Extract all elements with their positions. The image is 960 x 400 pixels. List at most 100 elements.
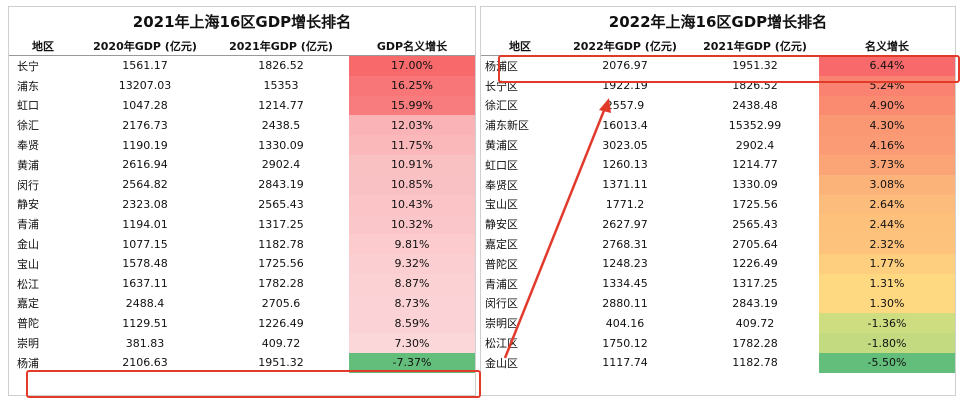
- gdp-cur-cell: 1182.78: [732, 356, 778, 370]
- header-gdp-2021: 2021年GDP (亿元): [213, 37, 349, 56]
- gdp-prev-cell: 1117.74: [602, 356, 648, 370]
- table-row: 嘉定区 2768.31 2705.64 2.32%: [481, 234, 955, 254]
- table-row: 宝山区 1771.2 1725.56 2.64%: [481, 194, 955, 215]
- gdp-cur-cell: 2565.43: [732, 217, 778, 231]
- left-title: 2021年上海16区GDP增长排名: [132, 13, 352, 31]
- gdp-prev-cell: 1260.13: [602, 158, 648, 172]
- gdp-cur-cell: 1214.77: [258, 98, 304, 112]
- gdp-prev-cell: 1047.28: [122, 98, 168, 112]
- gdp-cur-cell: 2902.4: [261, 158, 301, 172]
- gdp-cur-cell: 1725.56: [732, 197, 778, 211]
- right-table: 地区 2022年GDP (亿元) 2021年GDP (亿元) 名义增长 杨浦区 2…: [481, 37, 955, 373]
- gdp-cur-cell: 1317.25: [258, 217, 304, 231]
- growth-cell: 1.77%: [819, 253, 955, 274]
- gdp-cur-cell: 15353: [263, 79, 299, 93]
- growth-cell: 10.43%: [349, 194, 475, 215]
- growth-cell: 17.00%: [349, 55, 475, 76]
- gdp-prev-cell: 16013.4: [602, 118, 648, 132]
- table-row: 长宁区 1922.19 1826.52 5.24%: [481, 75, 955, 96]
- growth-cell: 9.81%: [349, 234, 475, 254]
- gdp-prev-cell: 1194.01: [122, 217, 168, 231]
- table-row: 静安区 2627.97 2565.43 2.44%: [481, 214, 955, 235]
- district-cell: 闵行区: [485, 297, 518, 311]
- growth-cell: 9.32%: [349, 253, 475, 274]
- table-row: 金山区 1117.74 1182.78 -5.50%: [481, 352, 955, 373]
- district-cell: 崇明区: [485, 317, 518, 331]
- gdp-prev-cell: 1561.17: [122, 59, 168, 73]
- district-cell: 普陀区: [485, 257, 518, 271]
- gdp-prev-cell: 2627.97: [602, 217, 648, 231]
- district-cell: 松江区: [485, 337, 518, 351]
- header-district: 地区: [481, 37, 559, 56]
- header-growth: 名义增长: [819, 37, 955, 56]
- gdp-cur-cell: 2438.48: [732, 98, 778, 112]
- table-row: 虹口区 1260.13 1214.77 3.73%: [481, 154, 955, 175]
- right-title: 2022年上海16区GDP增长排名: [608, 13, 828, 31]
- gdp-prev-cell: 3023.05: [602, 138, 648, 152]
- table-row: 青浦区 1334.45 1317.25 1.31%: [481, 273, 955, 294]
- district-cell: 徐汇: [17, 119, 39, 133]
- gdp-cur-cell: 1226.49: [732, 257, 778, 271]
- gdp-prev-cell: 1750.12: [602, 336, 648, 350]
- gdp-prev-cell: 2076.97: [602, 59, 648, 73]
- growth-cell: 4.30%: [819, 115, 955, 136]
- district-cell: 普陀: [17, 317, 39, 331]
- gdp-cur-cell: 2438.5: [261, 118, 301, 132]
- table-row: 浦东 13207.03 15353 16.25%: [9, 75, 475, 96]
- gdp-prev-cell: 2880.11: [602, 296, 648, 310]
- gdp-prev-cell: 1334.45: [602, 277, 648, 291]
- table-row: 静安 2323.08 2565.43 10.43%: [9, 194, 475, 215]
- district-cell: 金山区: [485, 356, 518, 370]
- district-cell: 金山: [17, 238, 39, 252]
- left-table: 地区 2020年GDP (亿元) 2021年GDP (亿元) GDP名义增长 长…: [9, 37, 475, 373]
- district-cell: 徐汇区: [485, 99, 518, 113]
- gdp-cur-cell: 1826.52: [732, 79, 778, 93]
- district-cell: 宝山区: [485, 198, 518, 212]
- right-header-row: 地区 2022年GDP (亿元) 2021年GDP (亿元) 名义增长: [481, 37, 955, 56]
- district-cell: 青浦区: [485, 277, 518, 291]
- district-cell: 黄浦区: [485, 139, 518, 153]
- left-header-row: 地区 2020年GDP (亿元) 2021年GDP (亿元) GDP名义增长: [9, 37, 475, 56]
- table-row: 松江 1637.11 1782.28 8.87%: [9, 273, 475, 294]
- district-cell: 虹口: [17, 99, 39, 113]
- right-table-body: 杨浦区 2076.97 1951.32 6.44% 长宁区 1922.19 1826.52 5…: [481, 55, 955, 373]
- gdp-prev-cell: 1578.48: [122, 257, 168, 271]
- district-cell: 浦东: [17, 79, 39, 93]
- header-gdp-2021: 2021年GDP (亿元): [691, 37, 819, 56]
- gdp-cur-cell: 2843.19: [732, 296, 778, 310]
- growth-cell: 2.32%: [819, 234, 955, 254]
- gdp-cur-cell: 2843.19: [258, 178, 304, 192]
- gdp-cur-cell: 1782.28: [258, 277, 304, 291]
- table-row: 宝山 1578.48 1725.56 9.32%: [9, 253, 475, 274]
- table-row: 普陀区 1248.23 1226.49 1.77%: [481, 253, 955, 274]
- gdp-cur-cell: 1330.09: [732, 178, 778, 192]
- gdp-cur-cell: 1317.25: [732, 277, 778, 291]
- gdp-cur-cell: 1951.32: [732, 59, 778, 73]
- gdp-cur-cell: 1214.77: [732, 158, 778, 172]
- table-row: 崇明区 404.16 409.72 -1.36%: [481, 313, 955, 334]
- district-cell: 奉贤: [17, 139, 39, 153]
- district-cell: 宝山: [17, 257, 39, 271]
- growth-cell: 7.30%: [349, 333, 475, 353]
- district-cell: 崇明: [17, 337, 39, 351]
- gdp-prev-cell: 2323.08: [122, 197, 168, 211]
- gdp-cur-cell: 409.72: [735, 316, 775, 330]
- table-row: 崇明 381.83 409.72 7.30%: [9, 333, 475, 353]
- growth-cell: -1.36%: [819, 313, 955, 334]
- gdp-cur-cell: 1725.56: [258, 257, 304, 271]
- gdp-cur-cell: 1182.78: [258, 237, 304, 251]
- growth-cell: 15.99%: [349, 95, 475, 116]
- district-cell: 杨浦区: [485, 59, 518, 73]
- gdp-prev-cell: 1771.2: [605, 197, 645, 211]
- growth-cell: 10.85%: [349, 174, 475, 195]
- gdp-prev-cell: 2176.73: [122, 118, 168, 132]
- left-table-body: 长宁 1561.17 1826.52 17.00% 浦东 13207.03 15353 16.…: [9, 55, 475, 373]
- table-row: 杨浦 2106.63 1951.32 -7.37%: [9, 352, 475, 373]
- gdp-cur-cell: 1330.09: [258, 138, 304, 152]
- gdp-cur-cell: 1951.32: [258, 356, 304, 370]
- growth-cell: 3.08%: [819, 174, 955, 195]
- header-growth: GDP名义增长: [349, 37, 475, 56]
- header-gdp-2022: 2022年GDP (亿元): [559, 37, 691, 56]
- header-district: 地区: [9, 37, 77, 56]
- table-row: 青浦 1194.01 1317.25 10.32%: [9, 214, 475, 235]
